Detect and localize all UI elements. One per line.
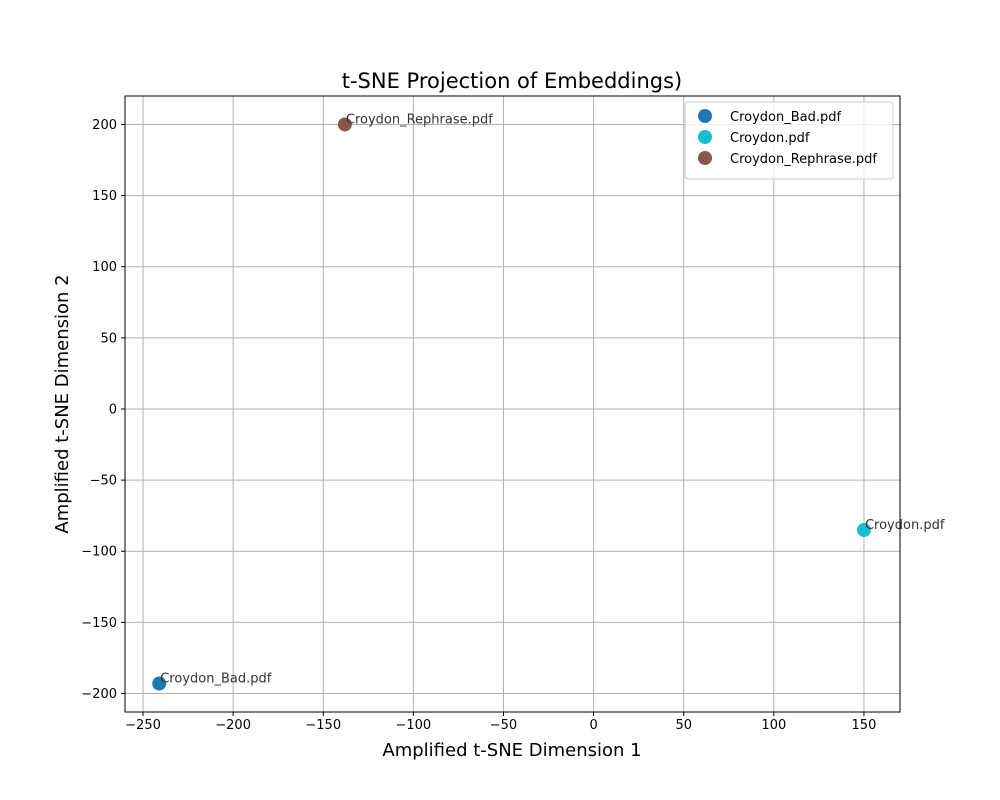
axis-ticks: −250 −200 −150 −100 −50 0 50 100 150 −200 −150 −100… [81, 118, 876, 733]
y-tick-label: 100 [92, 260, 117, 275]
legend-marker [698, 130, 712, 144]
x-tick-label: 100 [761, 718, 786, 733]
data-point[interactable] [856, 522, 871, 537]
data-point[interactable] [152, 676, 167, 691]
y-tick-label: −50 [90, 474, 117, 489]
y-axis-label: Amplified t-SNE Dimension 2 [52, 274, 73, 533]
legend: Croydon_Bad.pdf Croydon.pdf Croydon_Rephra… [684, 101, 894, 180]
legend-box [684, 101, 894, 180]
legend-label: Croydon_Bad.pdf [730, 110, 842, 125]
x-tick-label: −50 [490, 718, 517, 733]
data-points [152, 117, 871, 691]
y-tick-label: −150 [81, 616, 117, 631]
legend-marker [698, 151, 712, 165]
point-annotation: Croydon.pdf [865, 518, 945, 533]
point-annotations: Croydon_Bad.pdf Croydon.pdf Croydon_Rephra… [160, 112, 945, 686]
y-tick-label: 50 [100, 331, 117, 346]
point-annotation: Croydon_Rephrase.pdf [346, 112, 493, 127]
legend-label: Croydon.pdf [730, 131, 810, 146]
x-tick-label: −200 [215, 718, 251, 733]
y-tick-label: 0 [109, 402, 117, 417]
x-tick-label: 0 [589, 718, 597, 733]
y-tick-label: −200 [81, 687, 117, 702]
x-tick-label: 150 [852, 718, 877, 733]
x-tick-label: −100 [396, 718, 432, 733]
y-tick-label: 150 [92, 189, 117, 204]
chart-title: t-SNE Projection of Embeddings) [342, 69, 682, 93]
x-axis-label: Amplified t-SNE Dimension 1 [382, 740, 641, 761]
legend-marker [698, 109, 712, 123]
plot-area-frame [124, 95, 901, 713]
y-tick-label: 200 [92, 118, 117, 133]
grid [125, 96, 900, 712]
x-tick-label: 50 [675, 718, 692, 733]
x-tick-label: −250 [125, 718, 161, 733]
y-tick-label: −100 [81, 545, 117, 560]
point-annotation: Croydon_Bad.pdf [160, 672, 272, 687]
legend-label: Croydon_Rephrase.pdf [730, 152, 877, 167]
data-point[interactable] [337, 117, 352, 132]
x-tick-label: −150 [305, 718, 341, 733]
